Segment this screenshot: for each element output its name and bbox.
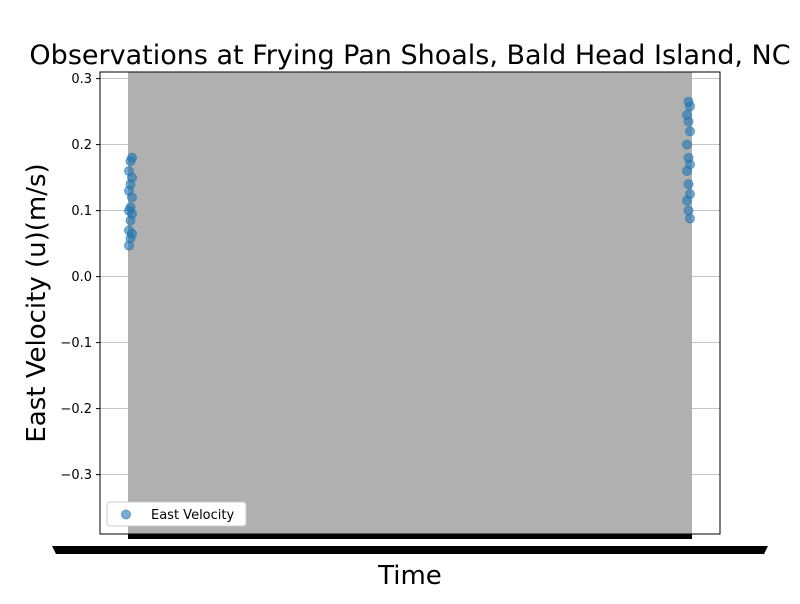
data-point [685,213,695,224]
legend-label: East Velocity [151,508,234,523]
x-axis-ticks [52,534,768,554]
data-point [124,225,134,236]
legend: East Velocity [106,501,247,527]
y-tick-label: −0.1 [60,336,92,351]
y-tick-label: 0.3 [71,72,92,87]
data-point [682,109,692,120]
data-point [682,139,692,150]
data-point [683,179,694,190]
y-tick-label: 0.2 [71,138,92,153]
x-axis-label: Time [377,561,442,591]
legend-marker [121,509,131,520]
data-point [685,126,695,137]
overplotted-data-band [128,72,692,538]
data-point [683,152,694,163]
legend-box [106,501,247,527]
data-point [125,202,136,213]
data-point [683,96,694,107]
data-points [124,96,695,251]
data-point [124,166,134,176]
chart-title: Observations at Frying Pan Shoals, Bald … [29,40,790,71]
y-axis-ticks: −0.3 −0.2 −0.1 0.0 0.1 0.2 0.3 [60,72,100,483]
x-tick-labels-overlapped [52,546,768,554]
y-tick-label: −0.2 [60,402,92,417]
data-band [128,72,692,538]
data-point [685,189,695,200]
y-tick-label: 0.1 [71,204,92,219]
x-tick-marks [128,534,692,539]
y-axis-label: East Velocity (u)(m/s) [22,163,52,442]
data-point [683,205,694,216]
data-point [127,152,137,163]
y-tick-label: −0.3 [60,468,92,483]
y-tick-label: 0.0 [71,270,92,285]
